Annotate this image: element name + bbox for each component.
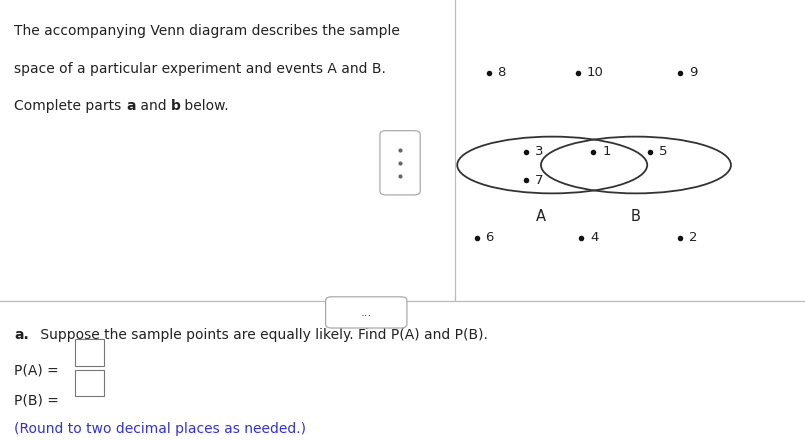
Text: b: b xyxy=(171,99,180,113)
Text: 1: 1 xyxy=(602,145,611,158)
Text: space of a particular experiment and events A and B.: space of a particular experiment and eve… xyxy=(14,62,386,76)
Text: 8: 8 xyxy=(497,66,506,79)
Text: B: B xyxy=(631,209,641,224)
Text: 2: 2 xyxy=(689,231,698,244)
Text: The accompanying Venn diagram describes the sample: The accompanying Venn diagram describes … xyxy=(14,24,400,38)
Text: (Round to two decimal places as needed.): (Round to two decimal places as needed.) xyxy=(14,422,307,436)
FancyBboxPatch shape xyxy=(380,131,420,195)
Text: P(A) =: P(A) = xyxy=(14,363,60,377)
Text: a.: a. xyxy=(14,328,29,342)
Text: 10: 10 xyxy=(587,66,604,79)
Text: a: a xyxy=(126,99,135,113)
Text: A: A xyxy=(536,209,546,224)
Text: and: and xyxy=(135,99,171,113)
Text: Suppose the sample points are equally likely. Find P(A) and P(B).: Suppose the sample points are equally li… xyxy=(36,328,488,342)
Text: 7: 7 xyxy=(535,174,543,187)
Text: 3: 3 xyxy=(535,145,543,158)
FancyBboxPatch shape xyxy=(325,297,407,328)
Text: ...: ... xyxy=(361,306,372,319)
Text: 6: 6 xyxy=(485,231,493,244)
Text: 5: 5 xyxy=(659,145,668,158)
Text: 9: 9 xyxy=(689,66,697,79)
FancyBboxPatch shape xyxy=(75,339,104,366)
Text: 4: 4 xyxy=(590,231,598,244)
Text: Complete parts: Complete parts xyxy=(14,99,126,113)
Text: P(B) =: P(B) = xyxy=(14,394,60,408)
FancyBboxPatch shape xyxy=(75,370,104,396)
Text: below.: below. xyxy=(180,99,229,113)
